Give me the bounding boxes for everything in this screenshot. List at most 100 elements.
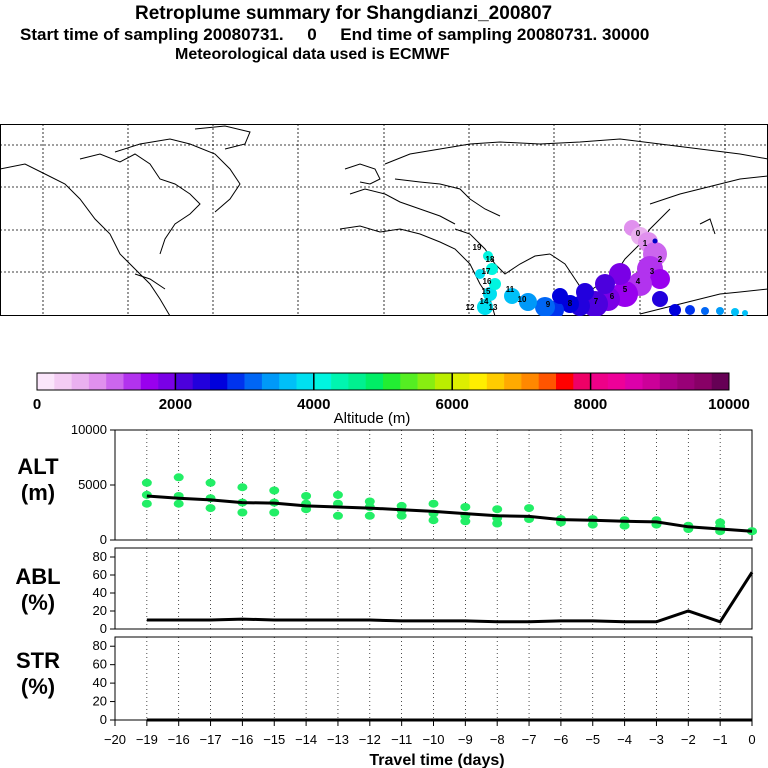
colorbar-cell bbox=[434, 373, 453, 390]
y-tick-label: 0 bbox=[100, 712, 107, 727]
panel-str: 0 20 40 60 80 bbox=[93, 636, 753, 727]
altitude-point bbox=[460, 517, 471, 526]
plume-blob bbox=[504, 288, 520, 304]
colorbar-cell bbox=[590, 373, 609, 390]
altitude-point bbox=[396, 511, 407, 520]
colorbar-cell bbox=[331, 373, 349, 390]
plume-blob bbox=[742, 310, 748, 316]
colorbar-cell bbox=[538, 373, 557, 390]
colorbar-cell bbox=[677, 373, 695, 390]
y-tick-label: 60 bbox=[93, 567, 107, 582]
colorbar-tick-label: 10000 bbox=[708, 396, 750, 413]
altitude-point bbox=[141, 499, 152, 508]
plume-blob bbox=[486, 263, 498, 275]
altitude-point bbox=[173, 473, 184, 482]
colorbar-cell bbox=[279, 373, 297, 390]
x-tick-label: −20 bbox=[104, 732, 126, 747]
x-tick-label: −11 bbox=[391, 732, 412, 747]
plume-blob bbox=[519, 293, 537, 311]
plume-day-number: 19 bbox=[473, 243, 482, 252]
plume-blob bbox=[609, 263, 631, 285]
altitude-point bbox=[205, 478, 216, 487]
x-axis: −20 −19 −16 −17 −16 −15 −14 −13 −12 −11 −10 −9 −8 −7−… bbox=[104, 720, 756, 747]
plume-day-number: 12 bbox=[466, 303, 475, 312]
plume-day-number: 0 bbox=[636, 229, 641, 238]
alt-label-top: ALT bbox=[17, 454, 59, 479]
colorbar-cell bbox=[123, 373, 142, 390]
x-tick-label: −12 bbox=[359, 732, 381, 747]
plume-blob bbox=[552, 288, 568, 304]
colorbar-cell bbox=[37, 373, 55, 390]
colorbar-cell bbox=[158, 373, 176, 390]
colorbar-cell bbox=[659, 373, 678, 390]
plume-day-number: 6 bbox=[610, 292, 615, 301]
colorbar-cell bbox=[210, 373, 228, 390]
plume-layer bbox=[475, 220, 748, 316]
x-tick-label: −5 bbox=[585, 732, 600, 747]
colorbar-cell bbox=[486, 373, 505, 390]
altitude-point bbox=[524, 504, 535, 513]
plume-day-number: 13 bbox=[489, 303, 498, 312]
x-tick-label: −3 bbox=[649, 732, 664, 747]
plume-blob bbox=[685, 305, 695, 315]
colorbar-tick-label: 6000 bbox=[436, 396, 469, 413]
colorbar-cell bbox=[469, 373, 488, 390]
x-tick-label: −17 bbox=[200, 732, 222, 747]
plume-blob bbox=[650, 269, 670, 289]
plume-day-number: 14 bbox=[480, 297, 489, 306]
y-tick-label: 80 bbox=[93, 549, 107, 564]
plume-blob bbox=[701, 307, 709, 315]
colorbar-cell bbox=[54, 373, 72, 390]
plot-title: Retroplume summary for Shangdianzi_20080… bbox=[135, 3, 553, 24]
x-tick-label: −4 bbox=[617, 732, 632, 747]
plume-blob bbox=[731, 308, 739, 316]
colorbar-cell bbox=[192, 373, 211, 390]
altitude-point bbox=[173, 499, 184, 508]
plume-day-number: 5 bbox=[623, 285, 628, 294]
plume-blob bbox=[669, 304, 681, 316]
plume-blob bbox=[595, 274, 615, 294]
altitude-point bbox=[269, 508, 280, 517]
colorbar-cell bbox=[71, 373, 90, 390]
plume-day-number: 1 bbox=[643, 239, 648, 248]
x-tick-label: −14 bbox=[295, 732, 317, 747]
str-label-top: STR bbox=[16, 648, 60, 673]
colorbar-cell bbox=[400, 373, 418, 390]
sampling-time-line: Start time of sampling 20080731. 0 End t… bbox=[20, 25, 650, 44]
altitude-point bbox=[428, 516, 439, 525]
colorbar-cell bbox=[227, 373, 245, 390]
time-series-panels: ALT (m) ABL (%) STR (%) 0 5000 10000 0 20 40 6… bbox=[15, 422, 757, 768]
met-data-line: Meteorological data used is ECMWF bbox=[175, 46, 450, 63]
x-tick-label: 0 bbox=[748, 732, 755, 747]
colorbar-cell bbox=[521, 373, 539, 390]
altitude-point bbox=[269, 486, 280, 495]
x-axis-title: Travel time (days) bbox=[369, 752, 504, 768]
colorbar-cell bbox=[642, 373, 661, 390]
x-tick-label: −16 bbox=[168, 732, 190, 747]
altitude-point bbox=[332, 490, 343, 499]
altitude-point bbox=[205, 504, 216, 513]
plume-day-number: 18 bbox=[486, 255, 495, 264]
y-tick-label: 40 bbox=[93, 675, 107, 690]
colorbar-tick-label: 4000 bbox=[297, 396, 330, 413]
panel-alt: 0 5000 10000 bbox=[71, 422, 757, 547]
colorbar-cell bbox=[573, 373, 591, 390]
altitude-point bbox=[301, 492, 312, 500]
panel-abl: 0 20 40 60 80 bbox=[93, 547, 754, 636]
x-tick-label: −1 bbox=[713, 732, 728, 747]
plume-blob bbox=[716, 307, 724, 315]
mean-altitude-line bbox=[146, 494, 753, 533]
plume-day-number: 17 bbox=[482, 267, 491, 276]
colorbar-cell bbox=[348, 373, 366, 390]
alt-label-bottom: (m) bbox=[21, 480, 55, 505]
altitude-point bbox=[364, 511, 375, 520]
plume-blob bbox=[489, 278, 501, 290]
altitude-point bbox=[460, 503, 471, 511]
y-tick-label: 20 bbox=[93, 694, 107, 709]
colorbar-tick-label: 8000 bbox=[574, 396, 607, 413]
altitude-point bbox=[587, 520, 598, 529]
colorbar-cell bbox=[417, 373, 436, 390]
altitude-point bbox=[619, 521, 630, 530]
y-tick-label: 5000 bbox=[78, 477, 107, 492]
